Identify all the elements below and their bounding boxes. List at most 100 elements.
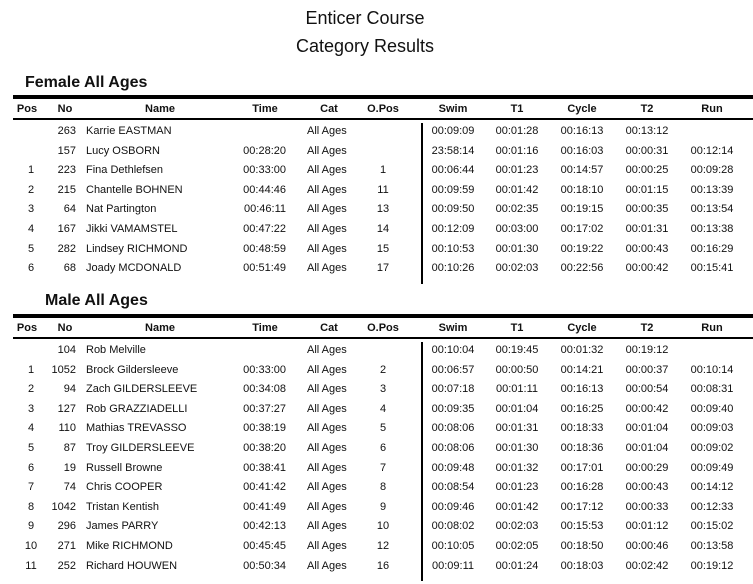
cell-run: 00:13:54: [690, 203, 734, 216]
cell-category: All Ages: [307, 203, 347, 216]
cell-t2: 00:01:31: [625, 223, 669, 235]
column-header-number: No: [57, 322, 73, 334]
cell-number: 252: [57, 559, 76, 572]
cell-overall-pos: 5: [379, 422, 387, 435]
cell-pos: 5: [27, 242, 35, 255]
cell-cycle: 00:18:50: [560, 540, 604, 552]
cell-swim: 23:58:14: [431, 144, 475, 157]
cell-run: 00:12:33: [690, 500, 734, 513]
table-row: 4 167 Jikki VAMAMSTEL 00:47:22 All Ages 14 00:…: [0, 223, 753, 241]
cell-name: Rob Melville: [86, 344, 146, 356]
cell-cycle: 00:18:03: [560, 559, 604, 572]
cell-overall-pos: 8: [379, 481, 387, 494]
cell-time: 00:38:20: [243, 442, 286, 454]
cell-cycle: 00:19:22: [560, 242, 604, 255]
cell-number: 167: [57, 223, 76, 235]
cell-run: 00:15:41: [690, 262, 734, 275]
cell-cycle: 00:18:36: [560, 442, 604, 454]
cell-swim: 00:09:46: [431, 500, 475, 513]
cell-cycle: 00:16:03: [560, 144, 604, 157]
column-header-swim: Swim: [438, 322, 468, 334]
column-header-cycle: Cycle: [567, 322, 597, 334]
cell-pos: 3: [27, 203, 35, 216]
cell-number: 74: [63, 481, 76, 494]
table-row: 5 87 Troy GILDERSLEEVE 00:38:20 All Ages 6 00:…: [0, 442, 753, 460]
cell-overall-pos: 3: [379, 383, 387, 396]
cell-swim: 00:09:35: [431, 402, 475, 415]
table-row: 6 68 Joady MCDONALD 00:51:49 All Ages 17 00:10…: [0, 262, 753, 280]
cell-name: Mike RICHMOND: [86, 540, 173, 552]
cell-number: 263: [57, 125, 76, 137]
column-header-time: Time: [252, 322, 278, 334]
cell-t2: 00:00:35: [625, 203, 669, 216]
cell-t1: 00:03:00: [495, 223, 539, 235]
column-header-pos: Pos: [16, 103, 38, 115]
cell-swim: 00:10:53: [431, 242, 475, 255]
table-row: 5 282 Lindsey RICHMOND 00:48:59 All Ages 15 00…: [0, 243, 753, 261]
cell-number: 64: [63, 203, 76, 216]
cell-name: Nat Partington: [86, 203, 157, 216]
cell-time: 00:44:46: [243, 183, 286, 196]
cell-time: 00:37:27: [243, 402, 286, 415]
cell-name: James PARRY: [86, 520, 159, 533]
cell-category: All Ages: [307, 125, 347, 137]
cell-category: All Ages: [307, 242, 347, 255]
cell-t2: 00:13:12: [625, 125, 669, 137]
cell-t2: 00:02:42: [625, 559, 669, 572]
cell-pos: 1: [27, 164, 35, 177]
cell-time: 00:51:49: [243, 262, 286, 275]
cell-time: 00:33:00: [243, 164, 286, 177]
cell-number: 223: [57, 164, 76, 177]
page-title: Enticer Course: [305, 8, 425, 28]
cell-cycle: 00:15:53: [560, 520, 604, 533]
column-header-name: Name: [145, 103, 175, 115]
section-heading: Female All Ages: [25, 74, 148, 91]
cell-cycle: 00:16:28: [560, 481, 604, 494]
cell-name: Tristan Kentish: [86, 500, 159, 513]
cell-run: 00:12:14: [690, 144, 734, 157]
cell-t2: 00:19:12: [625, 344, 669, 356]
cell-name: Brock Gildersleeve: [86, 363, 179, 376]
cell-t2: 00:00:54: [625, 383, 669, 396]
cell-time: 00:48:59: [243, 242, 286, 255]
cell-swim: 00:08:54: [431, 481, 475, 494]
cell-number: 68: [63, 262, 76, 275]
cell-run: 00:13:58: [690, 540, 734, 552]
cell-name: Chris COOPER: [86, 481, 163, 494]
cell-pos: 8: [27, 500, 35, 513]
split-divider: [421, 342, 423, 582]
cell-category: All Ages: [307, 183, 347, 196]
table-row: 263 Karrie EASTMAN All Ages 00:09:09 00:01:2…: [0, 125, 753, 143]
cell-swim: 00:10:04: [431, 344, 475, 356]
cell-name: Zach GILDERSLEEVE: [86, 383, 198, 396]
cell-overall-pos: 14: [376, 223, 390, 235]
column-header-t2: T2: [640, 322, 654, 334]
cell-overall-pos: 4: [379, 402, 387, 415]
column-header-overall-pos: O.Pos: [367, 103, 399, 115]
cell-t2: 00:00:31: [625, 144, 669, 157]
table-row: 157 Lucy OSBORN 00:28:20 All Ages 23:58:14 00…: [0, 145, 753, 163]
cell-name: Lindsey RICHMOND: [86, 242, 188, 255]
cell-cycle: 00:01:32: [560, 344, 604, 356]
cell-t2: 00:01:04: [625, 442, 669, 454]
cell-category: All Ages: [307, 500, 347, 513]
column-header-run: Run: [701, 103, 723, 115]
cell-swim: 00:08:02: [431, 520, 475, 533]
section-heading: Male All Ages: [45, 292, 148, 309]
cell-cycle: 00:18:10: [560, 183, 604, 196]
column-header-pos: Pos: [16, 322, 38, 334]
cell-t1: 00:01:30: [495, 442, 539, 454]
cell-pos: 4: [27, 223, 35, 235]
cell-time: 00:38:19: [243, 422, 286, 435]
cell-t1: 00:02:35: [495, 203, 539, 216]
cell-time: 00:50:34: [243, 559, 286, 572]
cell-time: 00:41:42: [243, 481, 286, 494]
cell-overall-pos: 2: [379, 363, 387, 376]
cell-swim: 00:07:18: [431, 383, 475, 396]
cell-category: All Ages: [307, 223, 347, 235]
cell-t1: 00:00:50: [495, 363, 539, 376]
cell-t1: 00:01:16: [495, 144, 539, 157]
cell-number: 296: [57, 520, 76, 533]
cell-category: All Ages: [307, 481, 347, 494]
cell-time: 00:46:11: [243, 203, 286, 216]
